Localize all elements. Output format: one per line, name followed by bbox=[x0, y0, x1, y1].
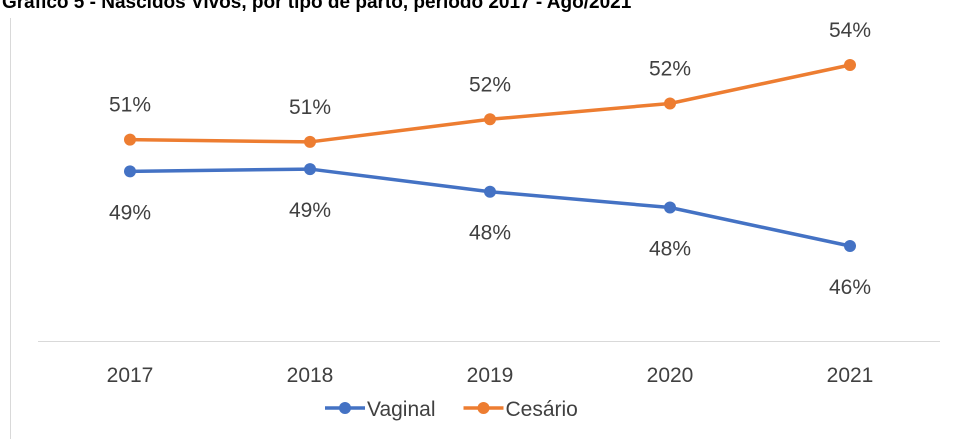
data-label: 52% bbox=[469, 73, 511, 96]
point bbox=[844, 240, 856, 252]
legend-marker bbox=[477, 402, 490, 414]
point bbox=[124, 165, 136, 178]
data-label: 54% bbox=[829, 19, 871, 42]
point bbox=[844, 59, 856, 71]
x-tick-label: 2017 bbox=[107, 364, 154, 387]
data-label: 51% bbox=[289, 96, 331, 119]
x-tick-label: 2018 bbox=[287, 364, 334, 387]
data-label: 46% bbox=[829, 276, 871, 299]
legend-label: Cesário bbox=[506, 398, 578, 421]
data-label: 52% bbox=[649, 57, 691, 80]
point bbox=[664, 97, 676, 110]
legend-label: Vaginal bbox=[367, 398, 436, 421]
x-tick-label: 2021 bbox=[827, 364, 874, 387]
point bbox=[304, 163, 316, 176]
point bbox=[124, 133, 136, 146]
data-label: 49% bbox=[289, 199, 331, 222]
data-label: 48% bbox=[469, 222, 511, 245]
point bbox=[664, 201, 676, 214]
point bbox=[484, 113, 496, 126]
legend-marker bbox=[339, 402, 351, 414]
data-label: 49% bbox=[109, 201, 151, 224]
data-label: 51% bbox=[109, 94, 151, 117]
point bbox=[304, 135, 316, 148]
x-tick-label: 2020 bbox=[647, 364, 694, 387]
point bbox=[484, 185, 496, 198]
data-label: 48% bbox=[649, 238, 691, 261]
x-tick-label: 2019 bbox=[467, 364, 514, 387]
chart-title: Gráfico 5 - Nascidos Vivos, por tipo de … bbox=[2, 0, 632, 13]
